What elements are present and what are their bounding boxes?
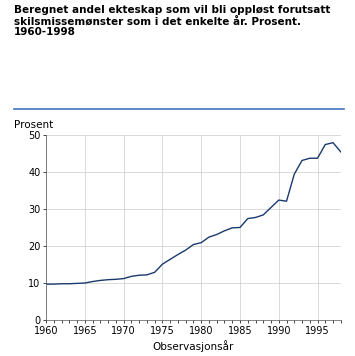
X-axis label: Observasjonsår: Observasjonsår	[153, 340, 234, 352]
Text: Prosent: Prosent	[14, 120, 54, 130]
Text: Beregnet andel ekteskap som vil bli oppløst forutsatt: Beregnet andel ekteskap som vil bli oppl…	[14, 5, 331, 15]
Text: skilsmissemønster som i det enkelte år. Prosent.: skilsmissemønster som i det enkelte år. …	[14, 16, 301, 26]
Text: 1960-1998: 1960-1998	[14, 27, 76, 37]
